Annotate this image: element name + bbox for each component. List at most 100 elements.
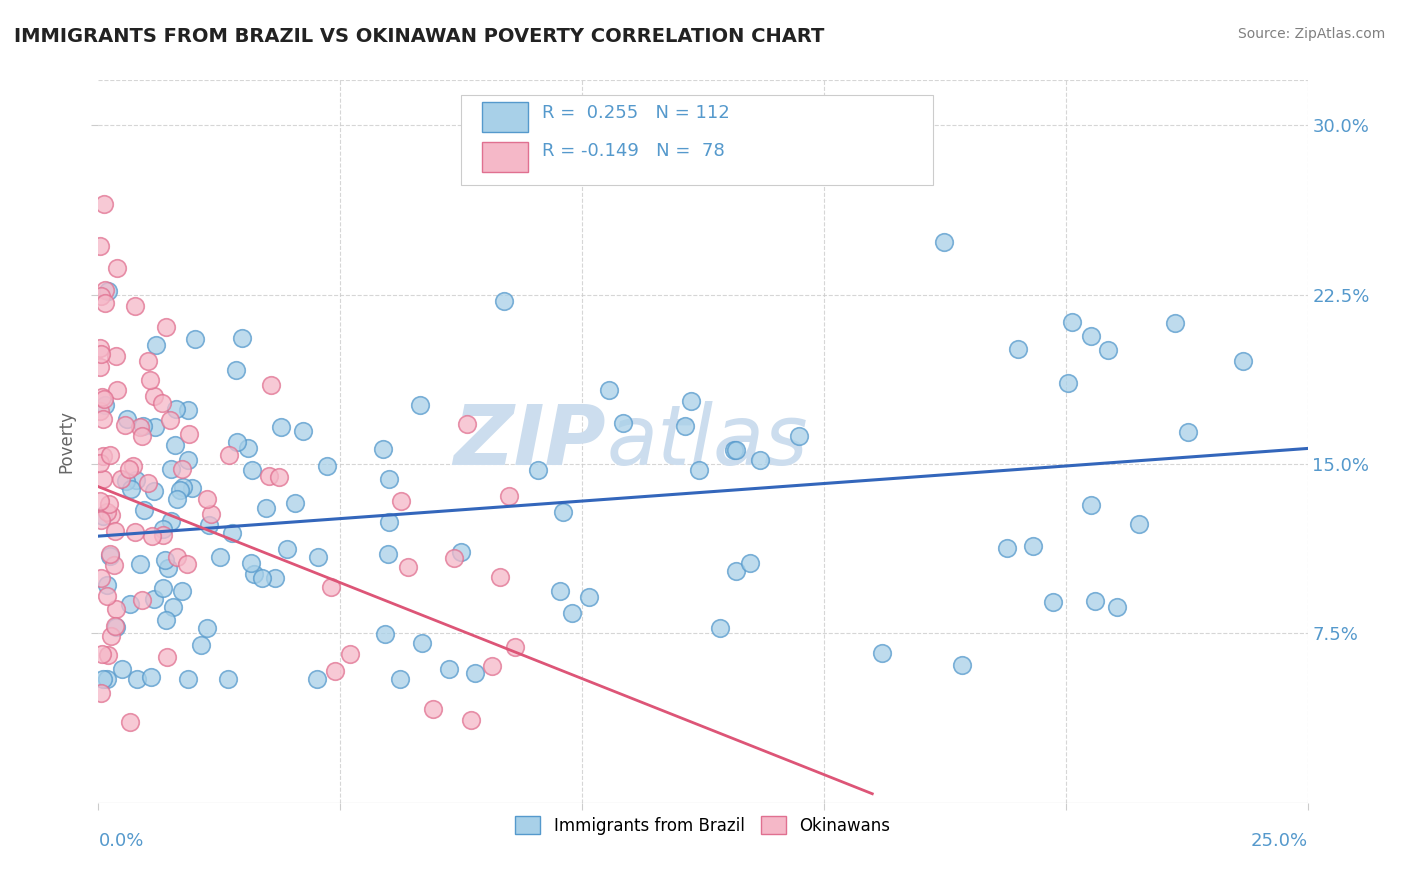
Point xyxy=(505,640,527,655)
Point xyxy=(136,354,159,368)
Point xyxy=(190,638,212,652)
Point xyxy=(276,541,298,556)
Point xyxy=(93,197,115,211)
Text: Source: ZipAtlas.com: Source: ZipAtlas.com xyxy=(1237,27,1385,41)
Point xyxy=(90,289,112,303)
Point xyxy=(142,591,165,606)
Point xyxy=(1060,315,1083,329)
Point xyxy=(100,629,122,643)
Point xyxy=(172,584,194,599)
Point xyxy=(89,239,111,253)
Point xyxy=(209,549,232,564)
Point xyxy=(177,452,200,467)
Point xyxy=(1097,343,1119,357)
Point xyxy=(131,429,153,443)
Point xyxy=(254,501,277,516)
Point xyxy=(125,474,148,488)
Point xyxy=(94,283,117,297)
Point xyxy=(236,442,259,456)
Point xyxy=(93,392,115,406)
Point xyxy=(155,320,177,334)
Point xyxy=(120,597,142,611)
Point xyxy=(91,672,114,686)
Point xyxy=(160,514,183,528)
Point xyxy=(1177,425,1199,440)
Point xyxy=(464,666,486,681)
Point xyxy=(91,509,114,524)
Point xyxy=(198,517,221,532)
Point xyxy=(132,503,155,517)
Point xyxy=(89,403,111,417)
Point xyxy=(114,418,136,433)
Text: R = -0.149   N =  78: R = -0.149 N = 78 xyxy=(543,142,725,160)
Point xyxy=(97,284,120,298)
Point xyxy=(270,419,292,434)
Legend: Immigrants from Brazil, Okinawans: Immigrants from Brazil, Okinawans xyxy=(509,809,897,841)
Point xyxy=(1128,517,1150,532)
Point xyxy=(152,582,174,596)
Point xyxy=(177,403,200,417)
Point xyxy=(950,657,973,672)
Point xyxy=(150,396,173,410)
Point xyxy=(422,702,444,716)
Point xyxy=(673,419,696,434)
Point xyxy=(90,391,112,405)
Point xyxy=(688,463,710,477)
Point xyxy=(165,402,187,417)
Point xyxy=(122,458,145,473)
Point xyxy=(183,332,205,346)
Point xyxy=(408,398,430,412)
Point xyxy=(96,590,118,604)
Point xyxy=(870,646,893,660)
Point xyxy=(100,508,122,522)
Text: 25.0%: 25.0% xyxy=(1250,831,1308,850)
Point xyxy=(1164,316,1187,330)
Point xyxy=(145,338,167,352)
Point xyxy=(709,621,731,635)
Point xyxy=(374,627,396,641)
Text: atlas: atlas xyxy=(606,401,808,482)
Point xyxy=(89,456,111,470)
Point xyxy=(240,463,263,477)
Point xyxy=(169,483,191,498)
Point xyxy=(141,529,163,543)
Point xyxy=(578,590,600,604)
Point xyxy=(339,647,361,661)
Point xyxy=(166,549,188,564)
Point xyxy=(160,462,183,476)
Point xyxy=(389,494,412,508)
Point xyxy=(98,547,121,561)
Point xyxy=(561,606,583,620)
Point xyxy=(97,648,120,662)
Point xyxy=(195,491,218,506)
Point xyxy=(225,363,247,377)
Point xyxy=(1084,594,1107,608)
Point xyxy=(725,443,748,458)
Text: 0.0%: 0.0% xyxy=(98,831,143,850)
Point xyxy=(104,602,127,616)
Point xyxy=(143,389,166,403)
Point xyxy=(139,373,162,387)
FancyBboxPatch shape xyxy=(482,142,527,172)
Y-axis label: Poverty: Poverty xyxy=(58,410,76,473)
Point xyxy=(157,560,180,574)
Point xyxy=(90,571,112,585)
Point xyxy=(443,551,465,566)
Point xyxy=(105,261,128,276)
Point xyxy=(115,474,138,488)
Point xyxy=(396,559,419,574)
Point xyxy=(995,541,1018,555)
Point xyxy=(1232,354,1254,368)
Point xyxy=(104,619,127,633)
Point xyxy=(155,613,177,627)
Point xyxy=(789,428,811,442)
Point xyxy=(226,435,249,450)
Point xyxy=(124,525,146,540)
Point xyxy=(200,507,222,521)
Point xyxy=(218,448,240,462)
Point xyxy=(127,672,149,686)
Point xyxy=(131,593,153,607)
Point xyxy=(105,383,128,397)
Point xyxy=(1057,376,1080,390)
Point xyxy=(94,295,117,310)
